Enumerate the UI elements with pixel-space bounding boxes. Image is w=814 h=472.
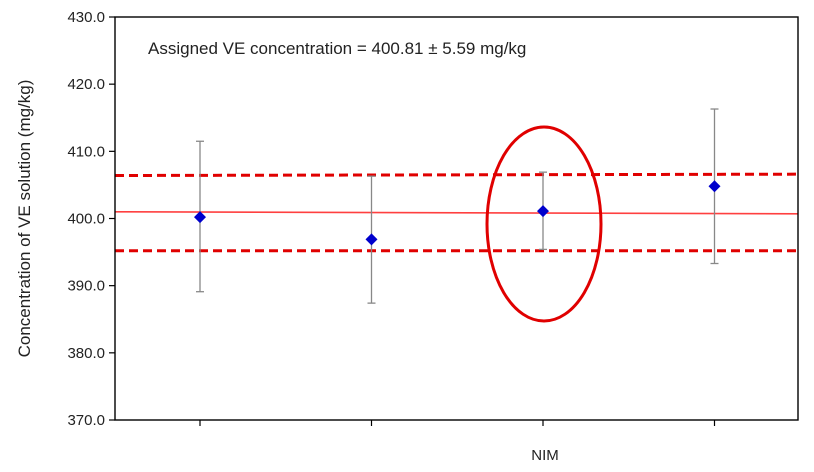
y-axis-title: Concentration of VE solution (mg/kg) bbox=[15, 80, 34, 358]
data-point-group bbox=[365, 175, 378, 304]
data-point-marker bbox=[194, 211, 206, 224]
y-tick-label: 400.0 bbox=[67, 211, 105, 228]
data-point-group bbox=[708, 108, 721, 265]
data-point-group bbox=[537, 171, 549, 251]
y-tick-label: 430.0 bbox=[67, 9, 105, 26]
data-points bbox=[194, 108, 721, 304]
assigned-value-line bbox=[114, 210, 799, 215]
upper-limit-line bbox=[114, 172, 799, 178]
x-tick-label: NIM bbox=[531, 447, 559, 464]
y-tick-label: 410.0 bbox=[67, 143, 105, 160]
data-point-marker bbox=[537, 205, 549, 218]
y-tick-label: 380.0 bbox=[67, 345, 105, 362]
highlight-group bbox=[485, 125, 603, 323]
assigned-value-annotation: Assigned VE concentration = 400.81 ± 5.5… bbox=[148, 39, 526, 58]
highlight-ellipse bbox=[485, 125, 603, 323]
data-point-marker bbox=[708, 180, 721, 193]
y-tick-label: 370.0 bbox=[67, 412, 105, 429]
data-point-group bbox=[194, 140, 206, 293]
x-axis-ticks: NIM bbox=[199, 420, 716, 464]
y-tick-label: 420.0 bbox=[67, 76, 105, 93]
y-tick-label: 390.0 bbox=[67, 278, 105, 295]
plot-area-frame bbox=[114, 16, 799, 421]
reference-lines bbox=[114, 172, 799, 253]
y-axis-ticks: 370.0 380.0 390.0 400.0 410.0 420.0 430.0 bbox=[67, 9, 115, 429]
data-point-marker bbox=[365, 233, 378, 246]
